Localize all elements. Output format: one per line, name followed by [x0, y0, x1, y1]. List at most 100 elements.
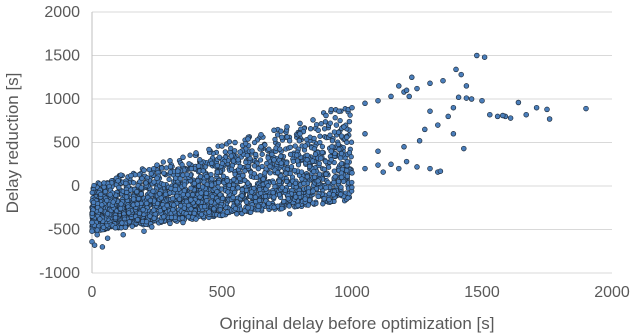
data-point [406, 93, 412, 100]
data-point [341, 124, 347, 130]
data-point [243, 140, 249, 147]
data-point [126, 210, 132, 216]
data-point [544, 106, 550, 113]
data-point [321, 126, 328, 132]
x-tick-label: 0 [88, 284, 97, 301]
data-point [232, 189, 238, 196]
data-point [99, 202, 105, 208]
data-point [208, 199, 214, 205]
data-point [163, 191, 169, 197]
y-tick-label: -500 [48, 222, 80, 239]
data-point [204, 173, 210, 180]
data-point [89, 219, 95, 226]
data-point [219, 160, 225, 167]
data-point [148, 171, 154, 177]
data-points [89, 52, 589, 250]
data-point [138, 184, 145, 191]
data-point [136, 210, 143, 216]
data-point [167, 169, 174, 175]
data-point [191, 210, 197, 216]
data-point [337, 155, 344, 161]
data-point [219, 143, 225, 149]
data-point [546, 116, 553, 122]
data-point [340, 178, 347, 185]
data-point [332, 174, 338, 180]
data-point [188, 206, 194, 212]
data-point [89, 228, 95, 234]
data-point [328, 106, 334, 113]
data-point [338, 184, 344, 190]
data-point [344, 134, 350, 141]
data-point [252, 194, 259, 200]
data-point [251, 171, 257, 177]
data-point [248, 209, 254, 215]
x-axis-label: Original delay before optimization [s] [220, 314, 495, 333]
data-point [214, 189, 220, 195]
data-point [336, 146, 342, 153]
data-point [450, 131, 457, 137]
data-point [311, 174, 318, 180]
data-point [487, 111, 493, 118]
data-point [348, 154, 354, 160]
data-point [157, 208, 163, 214]
data-point [177, 203, 184, 209]
data-point [138, 191, 144, 197]
tick-labels: -1000 -500 0 500 1000 1500 2000 0 500 1000 1500 200… [39, 4, 630, 301]
data-point [203, 190, 209, 196]
data-point [187, 152, 193, 158]
data-point [143, 180, 149, 186]
data-point [281, 198, 287, 205]
data-point [302, 143, 308, 149]
data-point [185, 214, 192, 220]
data-point [101, 180, 107, 186]
data-point [117, 205, 124, 212]
data-point [203, 198, 210, 204]
data-point [130, 180, 137, 186]
data-point [195, 163, 202, 169]
data-point [284, 124, 290, 130]
data-point [292, 143, 298, 149]
data-point [179, 162, 185, 168]
y-tick-label: 2000 [44, 4, 80, 21]
data-point [318, 121, 324, 127]
data-point [228, 166, 235, 172]
data-point [170, 206, 176, 213]
data-point [140, 207, 146, 213]
data-point [154, 175, 160, 181]
data-point [349, 179, 355, 186]
data-point [311, 135, 317, 142]
data-point [104, 197, 110, 204]
data-point [193, 150, 199, 156]
data-point [327, 132, 333, 138]
data-point [99, 244, 106, 250]
data-point [271, 157, 277, 163]
data-point [310, 117, 316, 123]
data-point [337, 117, 343, 124]
data-point [94, 227, 100, 233]
data-point [168, 214, 175, 221]
data-point [313, 121, 320, 128]
data-point [188, 185, 194, 191]
data-point [330, 192, 337, 198]
data-point [307, 126, 314, 132]
data-point [500, 112, 506, 119]
data-point [104, 235, 111, 241]
data-point [147, 197, 154, 204]
data-point [292, 180, 299, 186]
data-point [228, 145, 234, 151]
data-point [507, 115, 514, 121]
data-point [349, 184, 355, 191]
data-point [237, 149, 243, 155]
data-point [468, 96, 475, 102]
data-point [180, 172, 186, 178]
data-point [119, 220, 125, 226]
data-point [228, 153, 234, 159]
data-point [230, 194, 236, 201]
data-point [243, 199, 250, 205]
x-tick-label: 500 [209, 284, 236, 301]
data-point [267, 163, 273, 170]
data-point [98, 207, 104, 213]
data-point [274, 132, 281, 138]
data-point [184, 171, 190, 178]
data-point [286, 211, 293, 217]
